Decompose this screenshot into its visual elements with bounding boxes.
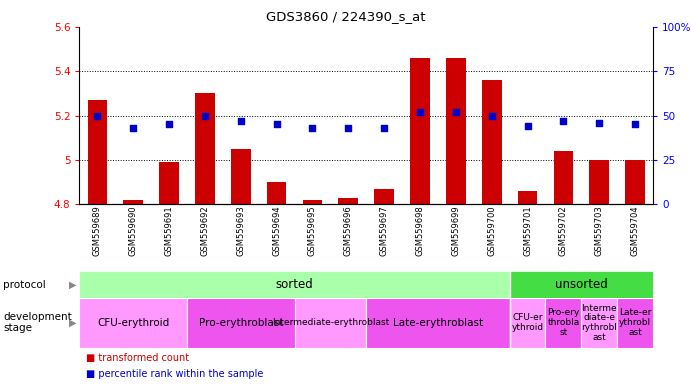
Bar <box>339 198 358 204</box>
Text: Intermediate-erythroblast: Intermediate-erythroblast <box>272 318 389 327</box>
Bar <box>410 58 430 204</box>
Text: Late-erythroblast: Late-erythroblast <box>393 318 483 328</box>
Text: GDS3860 / 224390_s_at: GDS3860 / 224390_s_at <box>266 10 425 23</box>
Text: Pro-ery
throbla
st: Pro-ery throbla st <box>547 308 580 337</box>
Point <box>522 123 533 129</box>
Text: protocol: protocol <box>3 280 46 290</box>
Point <box>200 113 211 119</box>
Point <box>343 125 354 131</box>
Text: Interme
diate-e
rythrobl
ast: Interme diate-e rythrobl ast <box>581 303 617 342</box>
Bar <box>625 160 645 204</box>
Bar <box>553 151 574 204</box>
Bar <box>518 191 538 204</box>
Bar <box>267 182 287 204</box>
Point <box>379 125 390 131</box>
Text: sorted: sorted <box>276 278 314 291</box>
Text: ▶: ▶ <box>68 280 76 290</box>
Bar <box>446 58 466 204</box>
Bar <box>482 80 502 204</box>
Point <box>451 109 462 115</box>
Point <box>594 119 605 126</box>
Bar <box>366 298 509 348</box>
Text: CFU-erythroid: CFU-erythroid <box>97 318 169 328</box>
Bar <box>303 200 322 204</box>
Bar <box>195 93 215 204</box>
Text: Late-er
ythrobl
ast: Late-er ythrobl ast <box>619 308 651 337</box>
Text: development
stage: development stage <box>3 312 72 333</box>
Bar <box>509 298 545 348</box>
Point <box>92 113 103 119</box>
Bar <box>79 298 187 348</box>
Text: unsorted: unsorted <box>555 278 607 291</box>
Text: Pro-erythroblast: Pro-erythroblast <box>198 318 283 328</box>
Bar <box>159 162 179 204</box>
Bar <box>589 160 609 204</box>
Bar <box>79 271 509 298</box>
Point <box>558 118 569 124</box>
Bar <box>294 298 366 348</box>
Bar <box>581 298 617 348</box>
Point <box>164 121 175 127</box>
Point <box>307 125 318 131</box>
Text: ■ transformed count: ■ transformed count <box>86 353 189 363</box>
Text: CFU-er
ythroid: CFU-er ythroid <box>511 313 544 332</box>
Point <box>486 113 498 119</box>
Point <box>415 109 426 115</box>
Text: ▶: ▶ <box>68 318 76 328</box>
Bar <box>545 298 581 348</box>
Point <box>630 121 641 127</box>
Text: ■ percentile rank within the sample: ■ percentile rank within the sample <box>86 369 264 379</box>
Bar <box>509 271 653 298</box>
Point <box>235 118 246 124</box>
Point <box>271 121 282 127</box>
Bar <box>617 298 653 348</box>
Bar <box>231 149 251 204</box>
Bar <box>124 200 143 204</box>
Bar <box>88 100 107 204</box>
Point <box>128 125 139 131</box>
Bar <box>375 189 394 204</box>
Bar <box>187 298 294 348</box>
